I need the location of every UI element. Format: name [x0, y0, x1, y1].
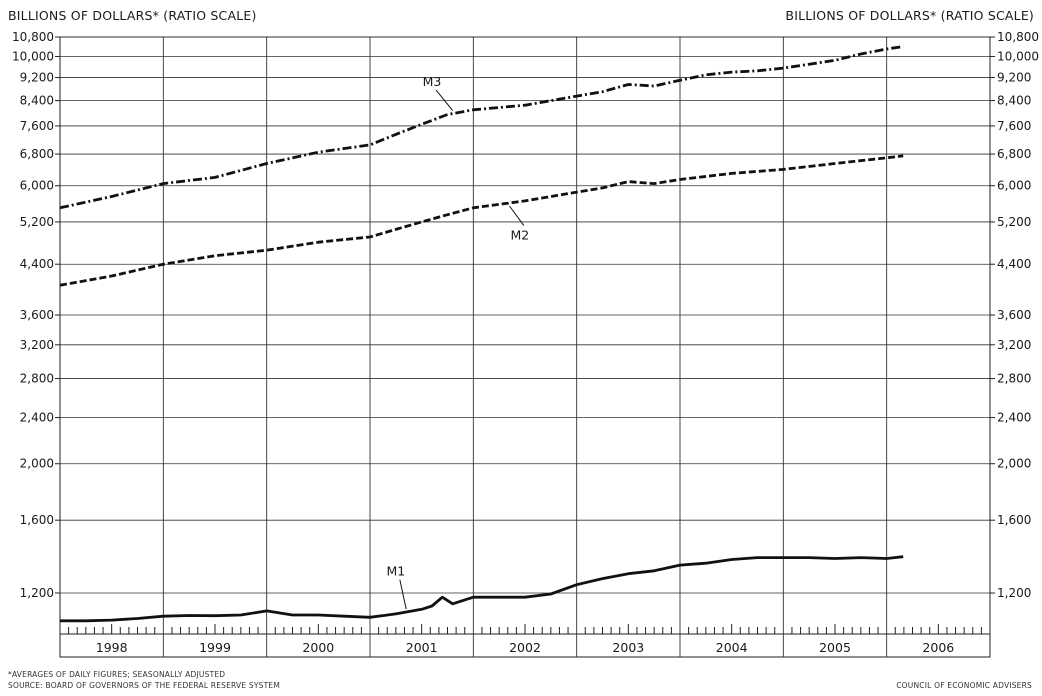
y-tick-label-right: 1,200 [997, 586, 1031, 600]
y-tick-label-left: 7,600 [20, 119, 54, 133]
y-tick-label-right: 7,600 [997, 119, 1031, 133]
x-tick-label: 2004 [716, 640, 748, 655]
footnote: *AVERAGES OF DAILY FIGURES; SEASONALLY A… [8, 670, 226, 679]
y-tick-label-left: 1,200 [20, 586, 54, 600]
series-label-m1: M1 [386, 564, 405, 579]
left-axis-label: BILLIONS OF DOLLARS* (RATIO SCALE) [8, 8, 257, 23]
series-layer [59, 45, 904, 623]
y-tick-label-right: 9,200 [997, 71, 1031, 85]
y-tick-label-right: 3,600 [997, 308, 1031, 322]
y-tick-label-left: 6,000 [20, 179, 54, 193]
x-tick-label: 2005 [819, 640, 851, 655]
y-tick-label-right: 10,000 [997, 49, 1039, 63]
x-axis: 1998 1999 2000 2001 2002 2003 2004 2005 2006 [59, 624, 990, 657]
x-tick-label: 2006 [922, 640, 954, 655]
x-tick-label: 1999 [199, 640, 231, 655]
series-m1-line [60, 555, 904, 623]
credit-note: COUNCIL OF ECONOMIC ADVISERS [896, 681, 1032, 690]
y-tick-label-right: 8,400 [997, 94, 1031, 108]
series-leader-m2 [509, 205, 525, 226]
x-tick-label: 2000 [302, 640, 334, 655]
y-tick-label-right: 6,800 [997, 147, 1031, 161]
y-tick-label-left: 3,200 [20, 338, 54, 352]
series-label-m2: M2 [510, 228, 529, 243]
y-tick-label-left: 8,400 [20, 94, 54, 108]
y-tick-label-left: 9,200 [20, 71, 54, 85]
y-tick-label-left: 2,400 [20, 411, 54, 425]
y-tick-label-left: 5,200 [20, 215, 54, 229]
y-tick-label-right: 3,200 [997, 338, 1031, 352]
series-label-m3: M3 [423, 74, 442, 89]
y-tick-label-right: 4,400 [997, 257, 1031, 271]
series-leader-m3 [435, 89, 454, 111]
series-m3-line [59, 45, 904, 210]
y-tick-label-left: 3,600 [20, 308, 54, 322]
y-tick-label-right: 2,000 [997, 457, 1031, 471]
y-tick-label-right: 10,800 [997, 30, 1039, 44]
y-tick-label-right: 1,600 [997, 513, 1031, 527]
source-note: SOURCE: BOARD OF GOVERNORS OF THE FEDERA… [8, 681, 281, 690]
y-tick-label-left: 10,800 [12, 30, 54, 44]
x-tick-label: 2002 [509, 640, 541, 655]
y-tick-label-left: 2,000 [20, 457, 54, 471]
x-tick-label: 2003 [612, 640, 644, 655]
annotation-layer: M3 M2 M1 [386, 74, 529, 610]
plot-frame [59, 36, 991, 658]
x-tick-label: 1998 [96, 640, 128, 655]
y-tick-label-right: 6,000 [997, 179, 1031, 193]
grid-layer [55, 36, 995, 658]
series-leader-m1 [399, 579, 407, 610]
right-axis-label: BILLIONS OF DOLLARS* (RATIO SCALE) [785, 8, 1034, 23]
series-m2-line [59, 154, 904, 287]
x-tick-label: 2001 [406, 640, 438, 655]
y-tick-label-left: 1,600 [20, 513, 54, 527]
y-tick-labels: 1,200 1,200 1,600 1,600 2,000 2,000 2,400 2,400… [12, 30, 1039, 600]
y-tick-label-left: 4,400 [20, 257, 54, 271]
y-tick-label-right: 2,400 [997, 411, 1031, 425]
y-tick-label-left: 10,000 [12, 49, 54, 63]
y-tick-label-right: 5,200 [997, 215, 1031, 229]
y-tick-label-right: 2,800 [997, 372, 1031, 386]
y-tick-label-left: 6,800 [20, 147, 54, 161]
y-tick-label-left: 2,800 [20, 372, 54, 386]
